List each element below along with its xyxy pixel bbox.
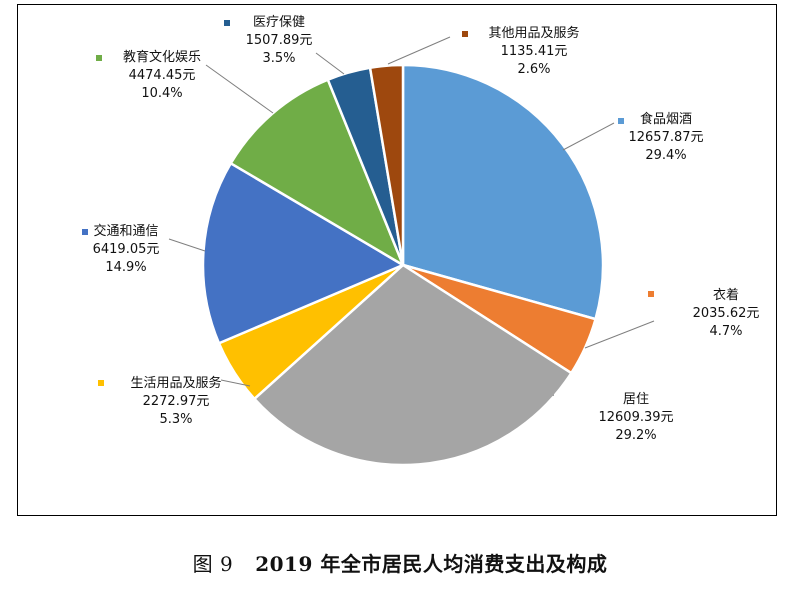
figure-caption: 图 9 2019 年全市居民人均消费支出及构成: [0, 548, 800, 577]
leader-line: [387, 36, 451, 65]
legend-marker: [548, 390, 554, 396]
slice-percent-label: 5.3%: [159, 412, 192, 427]
slice-value-label: 1135.41元: [501, 44, 568, 59]
pie-slice: [201, 162, 405, 345]
slice-percent-label: 29.4%: [645, 148, 686, 163]
pie-slice: [368, 63, 405, 267]
pie-chart: 食品烟酒 12657.87元 29.4% 衣着 2035.62元 4.7% 居住 12609.…: [82, 15, 759, 467]
slice-name-label: 其他用品及服务: [488, 25, 579, 41]
pie-slices: [201, 63, 605, 467]
figure-number: 图 9: [192, 552, 234, 576]
legend-marker: [462, 31, 468, 37]
legend-marker: [96, 55, 102, 61]
pie-slice: [229, 78, 405, 267]
slice-value-label: 2272.97元: [143, 394, 210, 409]
slice-name-label: 食品烟酒: [640, 111, 692, 127]
legend-marker: [224, 20, 230, 26]
leader-line: [315, 52, 345, 75]
slice-value-label: 6419.05元: [93, 242, 160, 257]
slice-percent-label: 4.7%: [709, 324, 742, 339]
leader-line: [205, 64, 274, 114]
pie-slice: [401, 63, 605, 321]
legend-marker: [82, 229, 88, 235]
legend-marker: [618, 118, 624, 124]
slice-value-label: 12609.39元: [598, 410, 673, 425]
slice-percent-label: 2.6%: [517, 62, 550, 77]
slice-name-label: 医疗保健: [253, 15, 305, 30]
slice-name-label: 生活用品及服务: [130, 375, 221, 391]
pie-labels: 食品烟酒 12657.87元 29.4% 衣着 2035.62元 4.7% 居住 12609.…: [82, 15, 759, 443]
slice-value-label: 4474.45元: [129, 68, 196, 83]
slice-name-label: 衣着: [713, 287, 739, 303]
slice-name-label: 居住: [623, 392, 649, 407]
figure-title: 2019 年全市居民人均消费支出及构成: [255, 552, 608, 576]
slice-value-label: 12657.87元: [628, 130, 703, 145]
leader-line: [584, 320, 655, 349]
leader-line: [562, 122, 615, 151]
slice-percent-label: 29.2%: [615, 428, 656, 443]
slice-name-label: 教育文化娱乐: [123, 49, 201, 65]
legend-marker: [98, 380, 104, 386]
slice-value-label: 1507.89元: [246, 33, 313, 48]
legend-marker: [648, 291, 654, 297]
chart-frame: 食品烟酒 12657.87元 29.4% 衣着 2035.62元 4.7% 居住 12609.…: [17, 4, 777, 516]
slice-value-label: 2035.62元: [693, 306, 760, 321]
slice-name-label: 交通和通信: [93, 223, 158, 239]
slice-percent-label: 10.4%: [141, 86, 182, 101]
leader-line: [220, 379, 251, 387]
leader-line: [168, 238, 206, 252]
slice-percent-label: 3.5%: [262, 51, 295, 66]
pie-slice: [253, 263, 573, 467]
slice-percent-label: 14.9%: [105, 260, 146, 275]
